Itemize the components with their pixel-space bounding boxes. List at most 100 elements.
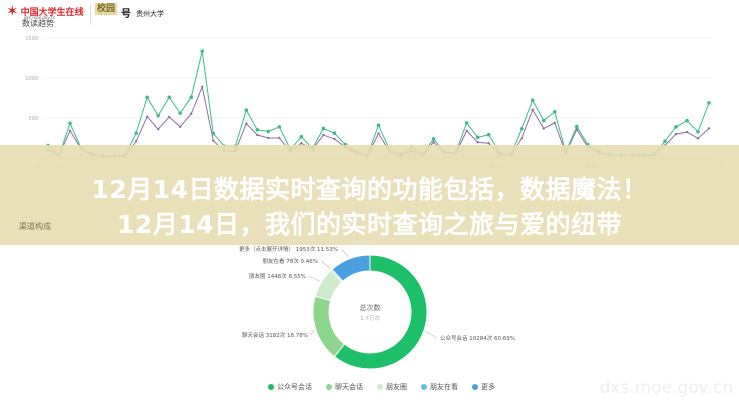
data-point	[486, 132, 491, 137]
label-leader-line	[320, 260, 331, 269]
headline-line1: 12月14日数据实时查询的功能包括，数据魔法！	[91, 175, 648, 204]
data-point	[575, 124, 579, 129]
data-point	[145, 115, 149, 118]
data-point	[333, 137, 336, 141]
logo-name: 中国大学生在线	[20, 7, 84, 18]
data-point	[278, 136, 281, 140]
data-point	[696, 137, 700, 140]
label-leader-line	[340, 248, 350, 258]
donut-legend: 公众号会话 聊天会话 朋友圈 朋友在看 更多	[268, 382, 495, 392]
watermark: dxs.moe.gov.cn	[599, 378, 733, 398]
slice-label: 朋友圈 1448次 8.55%	[249, 272, 306, 280]
data-point	[156, 113, 160, 118]
legend-item[interactable]: 公众号会话	[268, 382, 312, 392]
data-point	[201, 85, 204, 88]
legend-label: 公众号会话	[277, 383, 312, 391]
data-point	[376, 123, 381, 127]
data-point	[696, 129, 700, 134]
data-point	[520, 137, 523, 140]
data-point	[542, 127, 545, 130]
data-point	[431, 137, 436, 141]
logo-url: dxs.moe.gov.cn	[24, 15, 56, 20]
data-point	[464, 121, 469, 125]
legend-item[interactable]: 聊天会话	[326, 382, 363, 392]
data-point	[200, 49, 205, 53]
headline-line2: 12月14日，我们的实时查询之旅与爱的纽带	[116, 210, 623, 239]
data-point	[267, 136, 270, 140]
page-subtitle: 数读趋势	[22, 19, 54, 28]
data-point	[68, 121, 72, 126]
data-point	[211, 131, 216, 136]
legend-item[interactable]: 更多	[472, 382, 495, 392]
y-tick-label: 1500	[25, 36, 38, 42]
moe-logo[interactable]: ✶ 中国大学生在线 dxs.moe.gov.cn	[6, 2, 84, 20]
data-point	[530, 98, 535, 103]
y-tick-label: 500	[28, 116, 38, 122]
data-point	[244, 108, 249, 112]
data-point	[377, 132, 380, 135]
data-point	[299, 134, 304, 139]
label-leader-line	[310, 329, 315, 336]
slice-label: 朋友在看 78次 0.46%	[263, 257, 318, 265]
data-point	[321, 126, 326, 131]
data-point	[178, 111, 182, 115]
data-point	[277, 125, 282, 129]
legend-dot-icon	[326, 384, 332, 390]
slice-label: 更多（点击展开详情） 1953次 11.53%	[239, 245, 338, 253]
data-point	[255, 128, 260, 132]
data-point	[685, 118, 689, 123]
data-point	[552, 109, 557, 114]
data-point	[432, 141, 435, 144]
data-point	[685, 130, 689, 134]
donut-slice	[333, 254, 428, 370]
data-point	[167, 95, 171, 100]
data-point	[465, 129, 468, 132]
header: ✶ 中国大学生在线 dxs.moe.gov.cn 数读趋势 校园 号 贵州大学	[0, 0, 739, 30]
slice-label: 公众号会话 10284次 60.69%	[440, 334, 515, 342]
data-point	[212, 139, 215, 142]
legend-label: 聊天会话	[335, 383, 363, 391]
data-point	[300, 142, 303, 145]
label-leader-line	[425, 331, 438, 339]
partner-name: 贵州大学	[136, 10, 164, 18]
data-point	[541, 118, 546, 123]
divider	[90, 3, 91, 25]
data-point	[167, 115, 171, 119]
donut-slice	[312, 295, 346, 358]
donut-chart: 公众号会话 10284次 60.69% 聊天会话 3182次 18.78% 朋友圈 …	[239, 245, 515, 370]
legend-item[interactable]: 朋友圈	[377, 382, 407, 392]
title-banner	[0, 145, 739, 245]
data-point	[322, 133, 325, 137]
legend-label: 朋友在看	[430, 383, 458, 391]
slice-label: 聊天会话 3182次 18.78%	[242, 331, 308, 339]
data-point	[707, 127, 711, 130]
data-point	[553, 121, 556, 125]
data-point	[266, 129, 271, 134]
campus-logo: 校园	[95, 3, 118, 15]
data-point	[707, 101, 711, 105]
center-title: 总次数	[360, 303, 381, 312]
data-point	[531, 108, 534, 111]
legend-item[interactable]: 朋友在看	[421, 382, 458, 392]
label-leader-line	[308, 275, 320, 282]
legend-label: 朋友圈	[386, 383, 407, 391]
legend-dot-icon	[421, 384, 427, 390]
series-line-0	[47, 51, 710, 157]
star-icon: ✶	[6, 2, 19, 20]
data-point	[674, 125, 678, 129]
data-point	[332, 131, 337, 135]
data-point	[674, 132, 678, 136]
data-point	[663, 139, 667, 144]
data-point	[179, 125, 182, 128]
campus-logo-mark: 号	[121, 9, 131, 20]
data-point	[256, 133, 259, 137]
center-value: 1.7万次	[360, 314, 380, 322]
data-point	[134, 140, 138, 143]
data-point	[475, 135, 480, 140]
section-label: 渠道构成	[19, 222, 51, 231]
legend-label: 更多	[481, 383, 495, 391]
data-point	[189, 95, 194, 100]
data-point	[476, 141, 479, 144]
data-point	[156, 127, 160, 131]
data-point	[145, 95, 149, 100]
